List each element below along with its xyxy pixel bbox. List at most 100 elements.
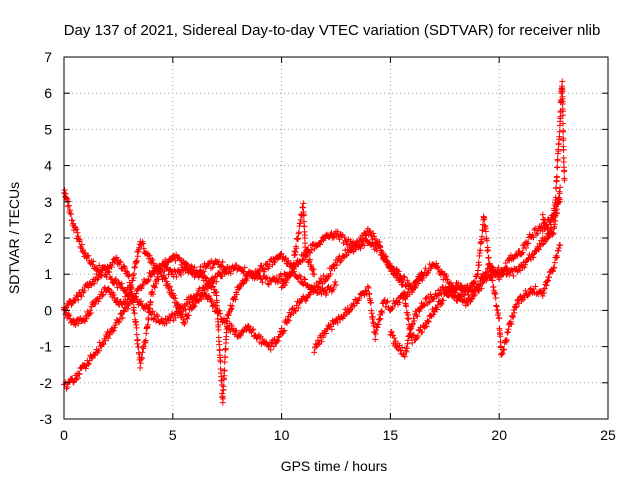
data-point: [440, 297, 447, 304]
data-point: [390, 332, 397, 339]
data-point: [295, 304, 302, 311]
data-point: [448, 279, 455, 286]
data-point: [375, 242, 382, 249]
data-point: [546, 274, 553, 281]
data-point: [382, 303, 389, 310]
data-point: [118, 311, 125, 318]
data-point: [203, 275, 210, 282]
data-point: [186, 299, 193, 306]
data-point: [145, 316, 152, 323]
data-point: [240, 268, 247, 275]
data-point: [177, 271, 184, 278]
data-point: [292, 262, 299, 269]
data-point: [561, 168, 568, 175]
data-point: [133, 257, 140, 264]
data-point: [314, 337, 321, 344]
data-point: [384, 257, 390, 264]
data-point: [75, 233, 82, 240]
data-point: [438, 300, 445, 307]
data-point: [492, 295, 499, 302]
data-point: [508, 313, 515, 320]
data-point: [371, 235, 378, 242]
data-point: [81, 288, 88, 295]
data-point: [340, 253, 347, 260]
data-point: [514, 252, 521, 259]
data-point: [229, 303, 236, 310]
data-point: [278, 250, 285, 257]
data-point: [419, 329, 426, 336]
data-point: [301, 256, 308, 263]
data-point: [170, 252, 177, 259]
data-point: [302, 251, 309, 258]
data-point: [116, 259, 123, 266]
data-point: [237, 332, 244, 339]
data-point: [401, 353, 408, 360]
data-point: [117, 258, 124, 265]
data-point: [331, 265, 338, 272]
data-point: [211, 274, 218, 281]
data-point: [206, 295, 213, 302]
data-point: [168, 256, 175, 263]
data-point: [136, 351, 143, 358]
data-point: [76, 236, 83, 243]
data-point: [140, 245, 147, 252]
data-point: [302, 297, 309, 304]
data-point: [222, 317, 229, 324]
data-point: [551, 264, 558, 271]
data-point: [250, 326, 257, 333]
grid-lines: [64, 57, 608, 419]
data-point: [311, 271, 318, 278]
data-point: [210, 283, 217, 290]
x-tick-label: 25: [600, 427, 616, 443]
data-point: [333, 262, 340, 269]
data-point: [278, 284, 285, 291]
data-point: [415, 333, 422, 340]
data-point: [530, 254, 537, 261]
data-point: [542, 222, 549, 229]
data-point: [300, 200, 307, 207]
data-point: [534, 230, 541, 237]
data-point: [472, 291, 479, 298]
data-point: [292, 307, 299, 314]
data-point: [265, 342, 272, 349]
data-point: [411, 317, 418, 324]
data-point: [296, 229, 303, 236]
data-point: [114, 284, 121, 291]
data-point: [517, 250, 524, 257]
data-point: [320, 272, 327, 279]
data-point: [130, 298, 137, 305]
data-point: [489, 277, 496, 284]
data-point: [401, 289, 408, 296]
data-point: [560, 158, 567, 165]
data-point: [405, 316, 412, 323]
data-point: [223, 318, 230, 325]
data-point: [560, 128, 567, 135]
data-point: [551, 207, 558, 214]
data-point: [127, 291, 134, 298]
data-point: [110, 292, 117, 299]
data-point: [69, 217, 76, 224]
data-point: [164, 280, 171, 287]
data-point: [300, 281, 307, 288]
data-point: [176, 304, 183, 311]
data-point: [471, 278, 478, 285]
data-point: [483, 237, 490, 244]
data-points: [61, 78, 568, 406]
data-point: [355, 243, 362, 250]
y-tick-label: -2: [40, 375, 53, 391]
data-point: [299, 280, 306, 287]
data-point: [179, 311, 186, 318]
data-point: [198, 269, 205, 276]
data-point: [366, 290, 373, 297]
data-point: [386, 260, 393, 267]
data-point: [85, 361, 92, 368]
data-point: [112, 277, 119, 284]
data-point: [556, 190, 563, 197]
data-point: [495, 264, 502, 271]
data-point: [381, 254, 388, 261]
data-point: [555, 148, 562, 155]
data-point: [481, 215, 488, 222]
data-point: [193, 268, 200, 275]
series-track-2: [61, 187, 339, 327]
data-point: [512, 304, 519, 311]
